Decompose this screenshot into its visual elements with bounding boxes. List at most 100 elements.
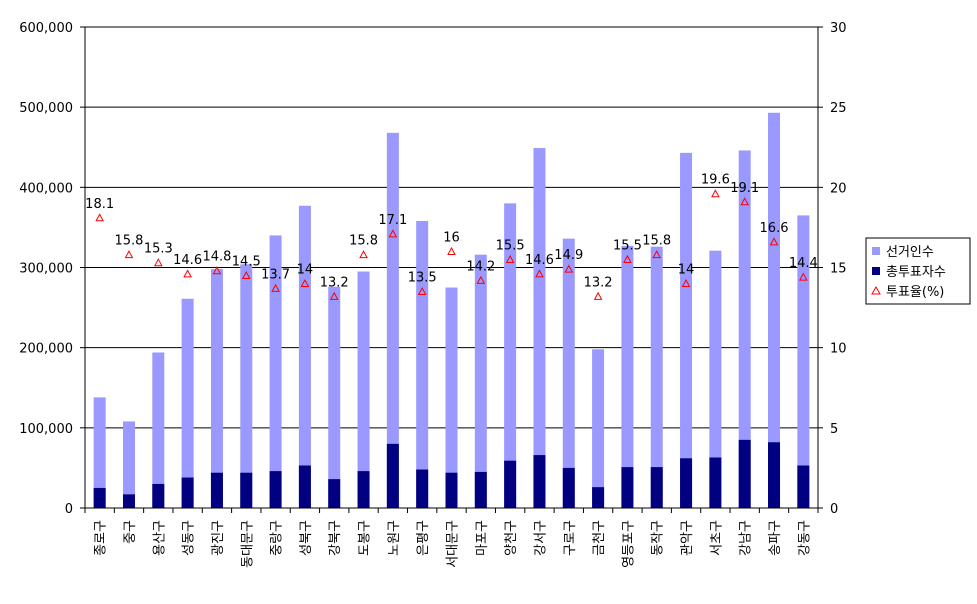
turnout-label: 14.2 bbox=[466, 259, 495, 274]
y-right-tick-label: 30 bbox=[830, 21, 847, 36]
legend-turnout-label: 투표율(%) bbox=[886, 285, 944, 300]
y-right-tick-label: 10 bbox=[830, 342, 847, 357]
turnout-marker bbox=[593, 291, 603, 300]
bar-voters bbox=[709, 457, 722, 508]
legend-electors-label: 선거인수 bbox=[886, 245, 934, 260]
turnout-label: 14.8 bbox=[202, 250, 231, 265]
bar-electors bbox=[650, 246, 663, 508]
turnout-label: 13.2 bbox=[584, 275, 613, 290]
turnout-marker bbox=[740, 197, 750, 206]
y-right-tick-label: 25 bbox=[830, 101, 847, 116]
turnout-label: 14.6 bbox=[173, 253, 202, 268]
turnout-label: 15.8 bbox=[642, 234, 671, 249]
y-left-tick-label: 500,000 bbox=[19, 101, 73, 116]
legend-voters-swatch bbox=[872, 267, 880, 275]
bar-electors bbox=[269, 235, 282, 508]
bar-voters bbox=[210, 472, 223, 508]
bar-electors bbox=[768, 112, 781, 509]
turnout-marker bbox=[476, 275, 486, 284]
turnout-label: 16.6 bbox=[760, 221, 789, 236]
turnout-marker bbox=[212, 266, 222, 275]
bar-electors bbox=[386, 132, 399, 508]
turnout-marker bbox=[183, 269, 192, 278]
turnout-marker bbox=[417, 286, 427, 296]
x-category-label: 관악구 bbox=[680, 520, 695, 556]
bar-electors bbox=[122, 421, 135, 508]
turnout-label: 17.1 bbox=[378, 213, 407, 228]
bar-voters bbox=[621, 467, 634, 508]
bar-voters bbox=[504, 460, 517, 508]
bar-voters bbox=[240, 472, 253, 508]
bar-voters bbox=[152, 483, 165, 508]
x-category-label: 양천구 bbox=[504, 520, 519, 556]
bar-electors bbox=[445, 287, 458, 508]
bar-electors bbox=[562, 238, 575, 508]
bar-electors bbox=[357, 271, 370, 508]
turnout-label: 13.5 bbox=[408, 271, 437, 286]
x-category-label: 노원구 bbox=[387, 520, 402, 556]
turnout-label: 14.6 bbox=[525, 253, 554, 268]
turnout-label: 14.9 bbox=[554, 248, 583, 263]
bar-voters bbox=[269, 471, 282, 508]
x-category-label: 서대문구 bbox=[446, 520, 461, 568]
x-category-label: 은평구 bbox=[416, 520, 431, 556]
turnout-marker bbox=[153, 258, 163, 267]
y-left-tick-label: 300,000 bbox=[19, 262, 73, 277]
y-right-tick-label: 0 bbox=[830, 502, 838, 517]
bar-electors bbox=[738, 150, 751, 508]
bar-electors bbox=[474, 254, 487, 508]
turnout-marker bbox=[447, 246, 456, 255]
x-category-label: 광진구 bbox=[211, 520, 226, 556]
legend-electors-swatch bbox=[872, 247, 880, 255]
y-left-tick-label: 100,000 bbox=[19, 422, 73, 437]
x-category-label: 용산구 bbox=[152, 520, 167, 556]
bar-voters bbox=[680, 458, 693, 508]
y-left-tick-label: 600,000 bbox=[19, 21, 73, 36]
x-category-label: 마포구 bbox=[475, 520, 490, 556]
bar-electors bbox=[504, 203, 517, 508]
turnout-marker bbox=[623, 254, 632, 263]
legend-voters-label: 총투표자수 bbox=[886, 265, 946, 280]
bar-voters bbox=[357, 471, 370, 508]
bar-electors bbox=[592, 349, 605, 508]
bar-electors bbox=[152, 352, 165, 508]
x-category-label: 강남구 bbox=[739, 520, 754, 556]
turnout-label: 15.3 bbox=[144, 242, 173, 257]
turnout-marker bbox=[535, 269, 544, 278]
bar-electors bbox=[797, 215, 810, 508]
x-category-label: 동대문구 bbox=[240, 520, 255, 568]
x-category-label: 강북구 bbox=[328, 520, 343, 556]
bar-voters bbox=[592, 487, 605, 508]
bar-voters bbox=[768, 442, 781, 508]
bar-electors bbox=[210, 269, 223, 508]
bar-voters bbox=[533, 455, 546, 508]
turnout-marker bbox=[329, 291, 339, 300]
turnout-label: 14 bbox=[297, 263, 314, 278]
bar-voters bbox=[738, 439, 751, 508]
x-category-label: 영등포구 bbox=[621, 520, 636, 568]
bar-voters bbox=[445, 472, 458, 508]
bar-voters bbox=[797, 465, 810, 508]
bar-electors bbox=[709, 250, 722, 509]
bar-voters bbox=[416, 469, 429, 508]
bar-electors bbox=[416, 221, 429, 508]
y-left-tick-label: 400,000 bbox=[19, 181, 73, 196]
x-category-label: 도봉구 bbox=[358, 520, 373, 556]
y-right-tick-label: 15 bbox=[830, 262, 847, 277]
marker-layer: 18.115.815.314.6 14.8 14.513.7 1413.215.817… bbox=[85, 173, 818, 300]
x-category-label: 강서구 bbox=[533, 520, 548, 556]
x-category-label: 송파구 bbox=[768, 520, 783, 556]
y-left-tick-label: 0 bbox=[65, 502, 73, 517]
turnout-label: 19.1 bbox=[730, 181, 759, 196]
bars-layer bbox=[93, 112, 810, 509]
bar-electors bbox=[298, 205, 311, 508]
legend-box bbox=[865, 237, 971, 305]
bar-electors bbox=[533, 148, 546, 508]
x-category-label: 중랑구 bbox=[270, 520, 285, 556]
turnout-label: 15.5 bbox=[613, 238, 642, 253]
turnout-label: 14 bbox=[678, 263, 695, 278]
turnout-label: 15.8 bbox=[115, 234, 144, 249]
bar-voters bbox=[122, 494, 135, 508]
bar-electors bbox=[240, 264, 253, 508]
